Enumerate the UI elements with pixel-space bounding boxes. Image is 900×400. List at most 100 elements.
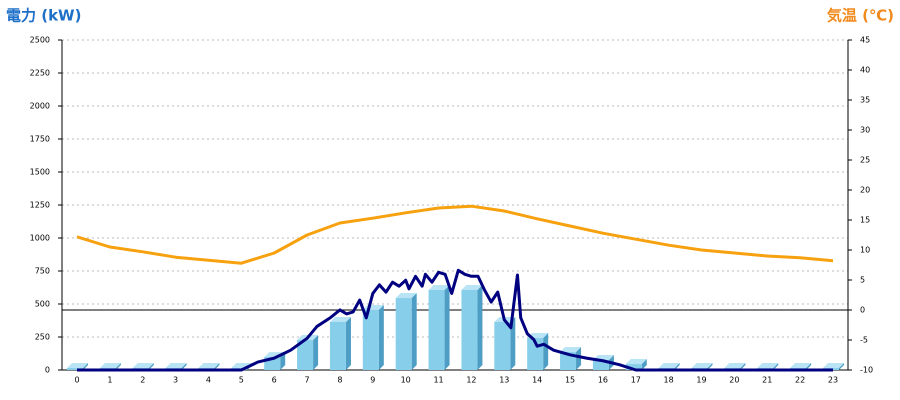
bar-top [165, 363, 187, 369]
x-tick-label: 10 [401, 376, 411, 385]
bar-top [99, 363, 121, 369]
bar-top [395, 293, 417, 299]
y2-axis-title: 気温 (℃) [827, 7, 894, 25]
y2-tick-label: -10 [860, 366, 873, 375]
x-tick-label: 12 [466, 376, 476, 385]
bar [67, 368, 83, 370]
bar-top [67, 363, 88, 369]
x-tick-label: 9 [370, 376, 375, 385]
y-tick-label: 1500 [30, 168, 50, 177]
y-tick-label: 2500 [30, 36, 50, 45]
bar-top [560, 347, 582, 353]
y-tick-label: 250 [35, 333, 50, 342]
y2-tick-label: 5 [860, 276, 865, 285]
x-tick-label: 8 [337, 376, 342, 385]
y-axis-title: 電力 (kW) [6, 7, 81, 25]
y2-tick-label: -5 [860, 336, 868, 345]
bar-side [83, 363, 88, 370]
y2-tick-label: 10 [860, 246, 870, 255]
bar [395, 298, 412, 370]
bar-side [115, 363, 121, 370]
y2-tick-label: 30 [860, 126, 870, 135]
x-tick-label: 5 [239, 376, 244, 385]
bar-side [740, 363, 746, 370]
bar-side [806, 363, 812, 370]
bar-side [378, 304, 384, 370]
bar-side [674, 363, 680, 370]
x-tick-label: 11 [433, 376, 443, 385]
x-tick-label: 23 [828, 376, 838, 385]
x-tick-label: 15 [565, 376, 575, 385]
y-tick-label: 1000 [30, 234, 50, 243]
bar-side [543, 333, 549, 370]
y2-tick-label: 45 [860, 36, 870, 45]
x-tick-label: 20 [729, 376, 739, 385]
bar-top [724, 363, 746, 369]
x-tick-label: 14 [532, 376, 542, 385]
bar-side [181, 363, 187, 370]
y-tick-label: 2250 [30, 69, 50, 78]
bar-side [641, 359, 647, 370]
y2-tick-label: 15 [860, 216, 870, 225]
x-tick-label: 4 [206, 376, 211, 385]
x-tick-label: 7 [305, 376, 310, 385]
bar [592, 359, 609, 370]
x-tick-label: 19 [696, 376, 706, 385]
bar-top [461, 285, 483, 291]
bar [362, 309, 379, 370]
x-tick-label: 17 [631, 376, 641, 385]
x-tick-label: 22 [795, 376, 805, 385]
bar [329, 321, 346, 370]
bar-side [707, 363, 713, 370]
x-tick-label: 6 [272, 376, 277, 385]
bar-side [148, 363, 154, 370]
bar [461, 290, 478, 370]
x-tick-label: 0 [74, 376, 79, 385]
bar-top [625, 359, 647, 365]
bar-top [790, 363, 812, 369]
y-tick-label: 750 [35, 267, 50, 276]
y-tick-label: 2000 [30, 102, 50, 111]
bar-top [198, 363, 220, 369]
bar [625, 364, 642, 370]
bar [428, 290, 445, 370]
bar-top [658, 363, 680, 369]
bar [297, 340, 314, 370]
y2-tick-label: 35 [860, 96, 870, 105]
bar [494, 321, 511, 370]
x-tick-label: 3 [173, 376, 178, 385]
y-tick-label: 1250 [30, 201, 50, 210]
x-tick-label: 21 [762, 376, 772, 385]
bar-top [428, 285, 450, 291]
x-tick-label: 1 [107, 376, 112, 385]
temperature-line [76, 204, 834, 265]
bar-side [345, 316, 351, 370]
x-tick-label: 18 [664, 376, 674, 385]
bar-side [839, 363, 844, 370]
bar-side [773, 363, 779, 370]
y2-tick-label: 40 [860, 66, 870, 75]
power-line [77, 268, 833, 372]
bar-side [510, 316, 516, 370]
y-tick-label: 1750 [30, 135, 50, 144]
y2-tick-label: 20 [860, 186, 870, 195]
x-tick-label: 2 [140, 376, 145, 385]
y-tick-label: 0 [45, 366, 50, 375]
y2-tick-label: 0 [860, 306, 865, 315]
bar-top [757, 363, 779, 369]
bar-top [132, 363, 154, 369]
y-tick-label: 500 [35, 300, 50, 309]
x-tick-label: 16 [598, 376, 608, 385]
bar-side [313, 335, 319, 370]
bar-top [691, 363, 713, 369]
bar-side [411, 293, 417, 370]
x-tick-label: 13 [499, 376, 509, 385]
bar-side [214, 363, 220, 370]
bar-top [823, 363, 844, 369]
bar-side [280, 352, 286, 370]
y2-tick-label: 25 [860, 156, 870, 165]
bar-side [477, 285, 483, 370]
bar-side [576, 347, 582, 370]
bar-top [329, 316, 351, 322]
